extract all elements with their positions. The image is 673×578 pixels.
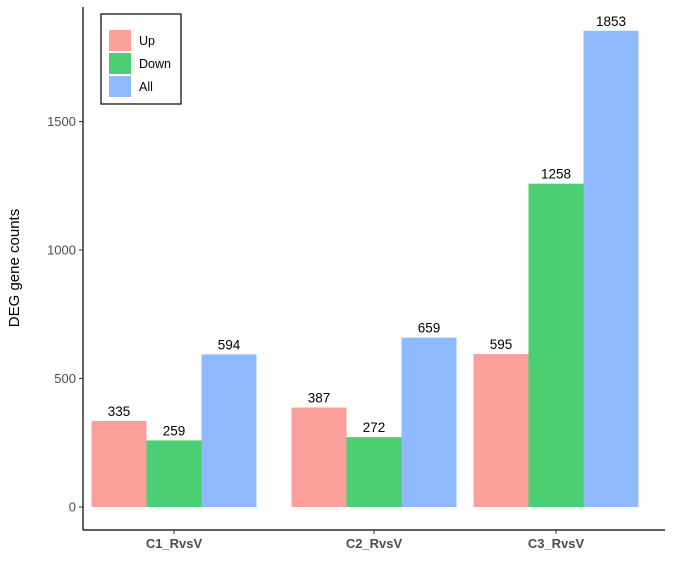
data-label: 1258	[541, 167, 571, 182]
axes-layer: 0 500 1000 1500 C1_RvsV C2_RvsV C3_RvsV	[47, 7, 665, 551]
y-tick-label: 1500	[47, 114, 76, 129]
y-tick-label: 500	[54, 371, 76, 386]
bar-all-c2_rvsv	[401, 337, 457, 507]
bar-down-c2_rvsv	[346, 437, 402, 507]
bar-all-c3_rvsv	[583, 30, 639, 508]
bar-up-c3_rvsv	[473, 354, 529, 507]
legend-label-up: Up	[139, 34, 155, 48]
data-label: 387	[308, 391, 331, 406]
data-label: 1853	[596, 14, 626, 29]
legend-key-down	[109, 53, 131, 74]
y-tick-label: 0	[69, 500, 76, 515]
bar-down-c1_rvsv	[146, 440, 202, 507]
y-axis-title: DEG gene counts	[6, 209, 23, 327]
bars-layer	[91, 30, 639, 508]
data-label: 594	[218, 337, 241, 352]
data-label: 335	[108, 404, 131, 419]
x-tick-label: C3_RvsV	[528, 536, 585, 551]
x-tick-label: C1_RvsV	[146, 536, 203, 551]
data-label: 595	[490, 337, 513, 352]
x-tick-label: C2_RvsV	[346, 536, 403, 551]
legend: Up Down All	[100, 13, 182, 105]
legend-key-all	[109, 76, 131, 97]
y-tick-label: 1000	[47, 243, 76, 258]
bar-all-c1_rvsv	[201, 354, 257, 507]
legend-label-down: Down	[139, 57, 171, 71]
data-labels-layer: 335 259 594 387 272 659 595 1258 1853	[108, 14, 626, 439]
legend-key-up	[109, 30, 131, 51]
data-label: 259	[163, 423, 186, 438]
bar-down-c3_rvsv	[528, 183, 584, 507]
data-label: 659	[418, 321, 441, 336]
legend-label-all: All	[139, 80, 153, 94]
bar-up-c1_rvsv	[91, 420, 147, 507]
bar-up-c2_rvsv	[291, 407, 347, 507]
data-label: 272	[363, 420, 386, 435]
